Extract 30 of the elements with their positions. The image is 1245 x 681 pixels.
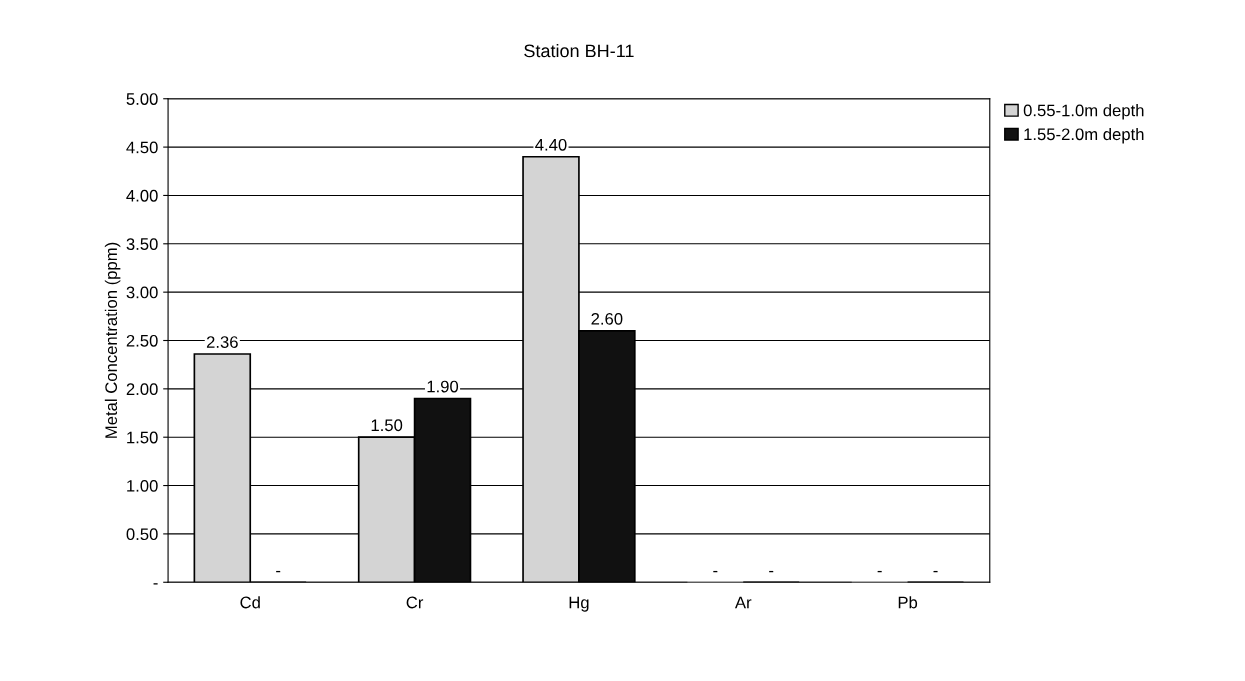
- y-tick-label: 5.00: [126, 93, 158, 105]
- y-tick-label: 3.50: [126, 238, 158, 250]
- x-tick-label: Ar: [734, 596, 752, 609]
- y-tick-label: 4.50: [126, 141, 158, 154]
- y-tick-label: 4.00: [126, 189, 158, 202]
- x-tick-label: Pb: [898, 596, 918, 609]
- data-label: -: [713, 570, 718, 573]
- data-label: 4.40: [535, 138, 567, 151]
- data-label: -: [276, 570, 281, 573]
- legend-label: 0.55-1.0m depth: [1023, 104, 1144, 120]
- y-tick-label: 3.00: [126, 286, 158, 299]
- data-label: -: [877, 570, 882, 573]
- y-tick-label: -: [153, 583, 158, 585]
- data-label: -: [769, 570, 774, 573]
- legend-label: 1.55-2.0m depth: [1024, 127, 1144, 144]
- data-label: 1.50: [371, 419, 403, 432]
- data-label: -: [933, 570, 938, 573]
- data-label: 1.90: [427, 380, 459, 393]
- chart-title: Station BH-11: [524, 43, 634, 58]
- x-tick-label: Cd: [240, 596, 260, 609]
- y-tick-label: 2.00: [126, 383, 158, 396]
- x-tick-label: Cr: [406, 596, 424, 609]
- x-tick-label: Hg: [569, 596, 589, 612]
- y-tick-label: 1.50: [127, 431, 158, 444]
- y-tick-label: 2.50: [126, 334, 158, 347]
- data-label: 2.60: [591, 312, 623, 325]
- data-label: 2.36: [206, 336, 238, 348]
- y-tick-label: 1.00: [127, 479, 158, 492]
- y-axis-title: Metal Concentration (ppm): [104, 242, 121, 438]
- y-tick-label: 0.50: [126, 528, 158, 541]
